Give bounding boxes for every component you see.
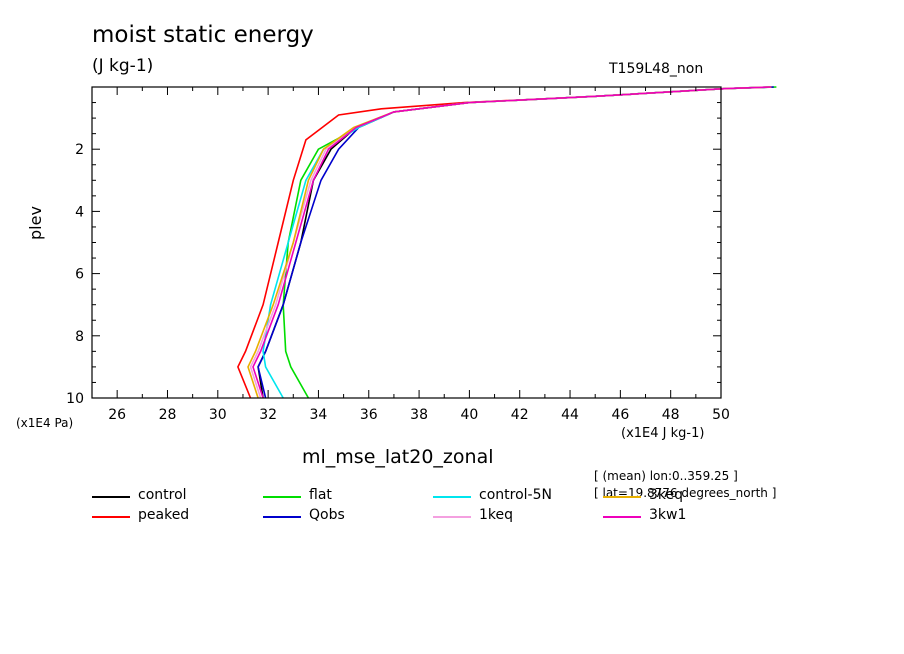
x-tick-label: 30 xyxy=(209,407,227,423)
legend-swatch xyxy=(92,496,130,498)
series-line-1keq xyxy=(249,86,772,399)
legend-swatch xyxy=(263,496,301,498)
y-tick-label: 10 xyxy=(66,391,84,407)
series-line-peaked xyxy=(237,86,772,399)
y-tick-label: 2 xyxy=(75,142,84,158)
x-tick-label: 44 xyxy=(561,407,579,423)
legend-label: 3keq xyxy=(649,487,684,503)
mean-lon-info: [ (mean) lon:0..359.25 ] xyxy=(594,469,738,483)
series-line-3keq xyxy=(247,86,772,399)
x-axis-unit: (x1E4 J kg-1) xyxy=(621,426,705,441)
legend-swatch xyxy=(433,496,471,498)
legend-swatch xyxy=(92,516,130,518)
plot-frame xyxy=(91,86,722,399)
y-tick-label: 6 xyxy=(75,267,84,283)
x-tick-label: 40 xyxy=(460,407,478,423)
x-tick-label: 28 xyxy=(159,407,177,423)
legend-label: Qobs xyxy=(309,507,345,523)
series-line-control xyxy=(257,86,772,399)
chart-units: (J kg-1) xyxy=(92,56,154,76)
x-tick-label: 46 xyxy=(611,407,629,423)
legend-swatch xyxy=(603,496,641,498)
series-line-control-5n xyxy=(262,86,772,399)
legend-swatch xyxy=(603,516,641,518)
series-line-qobs xyxy=(257,86,774,399)
legend-label: peaked xyxy=(138,507,190,523)
x-tick-label: 34 xyxy=(310,407,328,423)
x-tick-label: 32 xyxy=(259,407,277,423)
y-axis-unit: (x1E4 Pa) xyxy=(16,416,74,430)
legend-swatch xyxy=(263,516,301,518)
legend-label: 1keq xyxy=(479,507,514,523)
legend-label: control xyxy=(138,487,187,503)
legend-label: control-5N xyxy=(479,487,552,503)
y-tick-label: 8 xyxy=(75,329,84,345)
x-tick-label: 48 xyxy=(662,407,680,423)
y-tick-label: 4 xyxy=(75,204,84,220)
legend-label: 3kw1 xyxy=(649,507,687,523)
x-tick-label: 38 xyxy=(410,407,428,423)
x-tick-label: 36 xyxy=(360,407,378,423)
legend-label: flat xyxy=(309,487,332,503)
x-tick-label: 50 xyxy=(712,407,730,423)
x-tick-label: 42 xyxy=(511,407,529,423)
legend-swatch xyxy=(433,516,471,518)
series-line-3kw1 xyxy=(252,86,772,399)
run-name: T159L48_non xyxy=(609,61,704,77)
x-tick-label: 26 xyxy=(108,407,126,423)
series-line-flat xyxy=(282,86,777,399)
chart-title: moist static energy xyxy=(92,22,314,48)
x-axis-label: ml_mse_lat20_zonal xyxy=(302,446,494,468)
